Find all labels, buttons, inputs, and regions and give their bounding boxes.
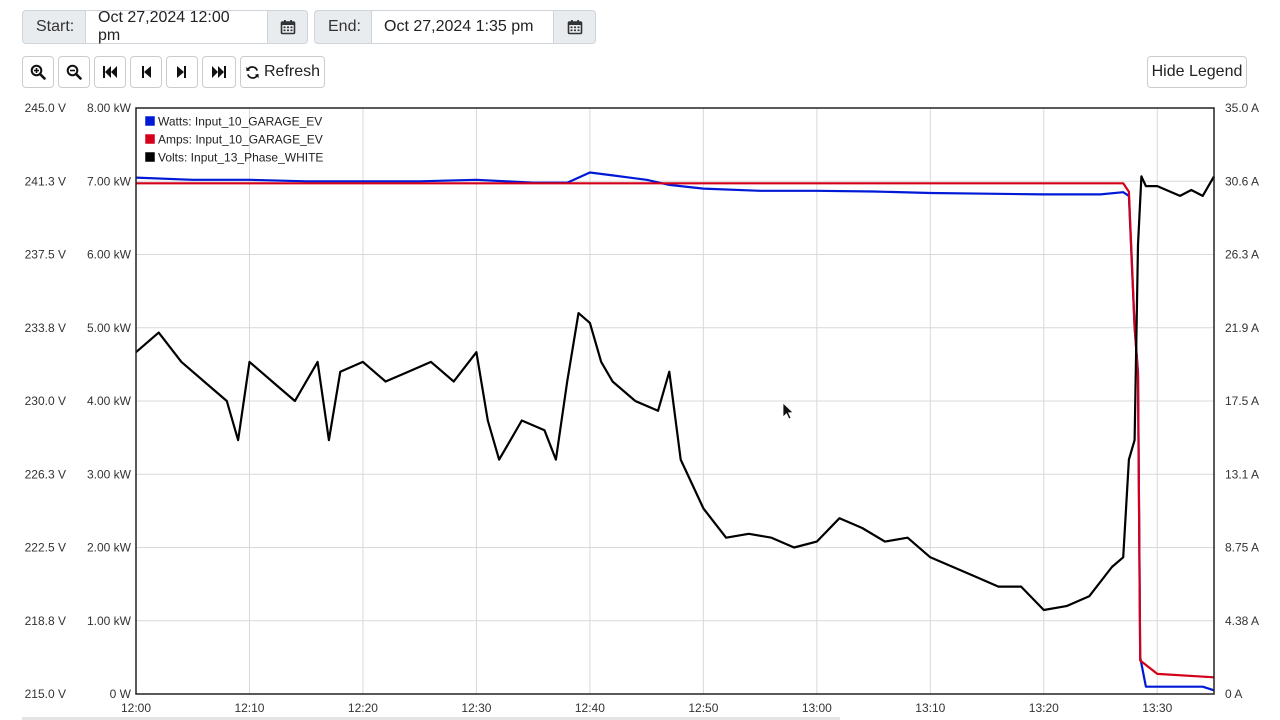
start-label: Start: <box>22 10 86 44</box>
y-tick-label-volts: 226.3 V <box>25 467 66 481</box>
legend-entry-label: Volts: Input_13_Phase_WHITE <box>158 151 323 165</box>
legend-swatch <box>144 115 156 127</box>
start-calendar-button[interactable] <box>268 10 308 44</box>
step-backward-button[interactable] <box>130 56 162 88</box>
chart-legend: Watts: Input_10_GARAGE_EV Amps: Input_10_… <box>144 115 323 165</box>
fast-backward-icon <box>103 66 117 78</box>
x-tick-label: 12:50 <box>688 701 718 715</box>
y-tick-label-volts: 215.0 V <box>25 687 66 701</box>
x-tick-label: 13:20 <box>1029 701 1059 715</box>
x-tick-label: 12:20 <box>348 701 378 715</box>
step-forward-icon <box>177 66 186 78</box>
y-tick-label-watts: 7.00 kW <box>87 174 132 188</box>
zoom-in-icon <box>30 64 46 80</box>
y-tick-label-volts: 241.3 V <box>25 174 66 188</box>
power-chart[interactable]: 245.0 V 241.3 V 237.5 V 233.8 V 230.0 V 226.3… <box>0 98 1280 720</box>
y-tick-label-watts: 1.00 kW <box>87 614 132 628</box>
x-tick-label: 13:30 <box>1142 701 1172 715</box>
y-tick-label-watts: 0 W <box>110 687 132 701</box>
hide-legend-button[interactable]: Hide Legend <box>1147 56 1247 88</box>
plot-area-border <box>135 107 1215 695</box>
y-tick-label-volts: 222.5 V <box>25 541 66 555</box>
series-line-a <box>136 182 1215 679</box>
y-tick-label-watts: 4.00 kW <box>87 394 132 408</box>
zoom-out-button[interactable] <box>58 56 90 88</box>
hide-legend-label: Hide Legend <box>1151 63 1243 80</box>
calendar-icon <box>567 20 582 35</box>
y-tick-label-volts: 233.8 V <box>25 321 66 335</box>
y-tick-label-volts: 237.5 V <box>25 248 66 262</box>
series-line-kw <box>135 171 1215 692</box>
x-tick-label: 13:00 <box>802 701 832 715</box>
zoom-in-button[interactable] <box>22 56 54 88</box>
series-line-v <box>135 175 1215 612</box>
legend-swatch <box>144 151 156 163</box>
y-tick-label-amps: 13.1 A <box>1225 467 1259 481</box>
y-tick-label-volts: 245.0 V <box>25 101 66 115</box>
x-tick-label: 12:00 <box>121 701 151 715</box>
y-axis-watts: 8.00 kW 7.00 kW 6.00 kW 5.00 kW 4.00 kW 3.00 … <box>87 101 132 701</box>
end-date-input[interactable]: Oct 27,2024 1:35 pm <box>372 10 554 44</box>
y-tick-label-amps: 17.5 A <box>1225 394 1259 408</box>
fast-forward-icon <box>212 66 226 78</box>
y-tick-label-watts: 3.00 kW <box>87 467 132 481</box>
step-forward-button[interactable] <box>166 56 198 88</box>
y-tick-label-watts: 5.00 kW <box>87 321 132 335</box>
y-tick-label-amps: 26.3 A <box>1225 248 1259 262</box>
end-label: End: <box>314 10 372 44</box>
x-axis-time: 12:00 12:10 12:20 12:30 12:40 12:50 13:00 13:10… <box>121 701 1173 715</box>
mouse-cursor-icon <box>782 402 794 420</box>
refresh-label: Refresh <box>263 63 321 80</box>
y-tick-label-volts: 218.8 V <box>25 614 66 628</box>
fast-forward-button[interactable] <box>202 56 236 88</box>
y-tick-label-volts: 230.0 V <box>25 394 66 408</box>
start-date-group: Start: Oct 27,2024 12:00 pm <box>22 9 308 44</box>
x-tick-label: 12:40 <box>575 701 605 715</box>
y-axis-volts: 245.0 V 241.3 V 237.5 V 233.8 V 230.0 V 226.3… <box>25 101 66 701</box>
refresh-icon <box>246 65 259 79</box>
chart-grid <box>135 107 1214 695</box>
y-axis-amps: 35.0 A 30.6 A 26.3 A 21.9 A 17.5 A 13.1 A 8.75… <box>1225 101 1259 701</box>
y-tick-label-watts: 2.00 kW <box>87 541 132 555</box>
y-tick-label-watts: 6.00 kW <box>87 248 132 262</box>
legend-swatch <box>144 133 156 145</box>
fast-backward-button[interactable] <box>94 56 126 88</box>
y-tick-label-amps: 30.6 A <box>1225 174 1259 188</box>
zoom-out-icon <box>66 64 82 80</box>
x-tick-label: 12:10 <box>234 701 264 715</box>
y-tick-label-watts: 8.00 kW <box>87 101 132 115</box>
horizontal-scrollbar[interactable] <box>22 717 840 720</box>
end-date-group: End: Oct 27,2024 1:35 pm <box>314 10 596 44</box>
legend-entry-label: Amps: Input_10_GARAGE_EV <box>158 133 323 147</box>
x-tick-label: 12:30 <box>461 701 491 715</box>
calendar-icon <box>280 20 295 35</box>
refresh-button[interactable]: Refresh <box>240 56 325 88</box>
y-tick-label-amps: 35.0 A <box>1225 101 1259 115</box>
y-tick-label-amps: 4.38 A <box>1225 614 1259 628</box>
y-tick-label-amps: 0 A <box>1225 687 1242 701</box>
end-calendar-button[interactable] <box>554 10 596 44</box>
legend-entry-label: Watts: Input_10_GARAGE_EV <box>158 115 322 129</box>
y-tick-label-amps: 21.9 A <box>1225 321 1259 335</box>
start-date-input[interactable]: Oct 27,2024 12:00 pm <box>86 9 268 44</box>
x-tick-label: 13:10 <box>915 701 945 715</box>
series-layer <box>135 171 1215 692</box>
step-backward-icon <box>142 66 151 78</box>
y-tick-label-amps: 8.75 A <box>1225 541 1259 555</box>
